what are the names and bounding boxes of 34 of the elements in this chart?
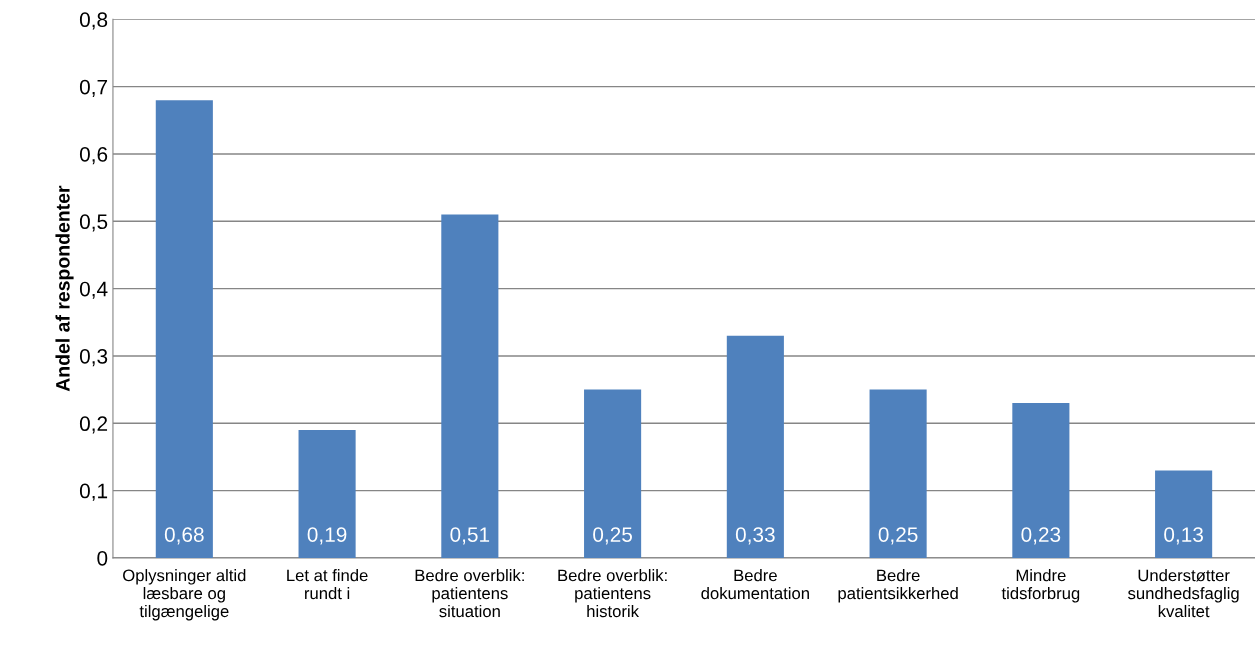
x-tick-label: Bedre overblik: patientens situation bbox=[415, 569, 524, 618]
data-label: 0,25 bbox=[593, 527, 632, 545]
bar bbox=[441, 214, 499, 558]
y-tick-label: 0,7 bbox=[79, 79, 108, 97]
data-label: 0,19 bbox=[307, 527, 347, 545]
data-label: 0,33 bbox=[735, 527, 775, 545]
data-label: 0,25 bbox=[878, 527, 918, 545]
bar bbox=[584, 389, 642, 558]
x-tick-label: Oplysninger altid læsbare og tilgængelige bbox=[123, 569, 246, 621]
x-tick-label: Bedre dokumentation bbox=[701, 569, 809, 600]
x-tick-label: Understøtter sundhedsfaglig kvalitet bbox=[1128, 569, 1239, 618]
x-tick-label: Bedre overblik: patientens historik bbox=[558, 569, 667, 618]
bar bbox=[298, 430, 356, 558]
x-tick-label: Bedre patientsikkerhed bbox=[838, 569, 958, 603]
y-tick-label: 0 bbox=[97, 550, 108, 566]
x-tick-label: Let at finde rundt i bbox=[287, 569, 368, 600]
bar bbox=[1012, 403, 1070, 558]
y-tick-label: 0,1 bbox=[79, 483, 108, 501]
bar bbox=[1155, 470, 1213, 558]
y-axis-title: Andel af respondenter bbox=[55, 185, 74, 392]
data-label: 0,68 bbox=[164, 527, 204, 545]
bar bbox=[155, 100, 213, 558]
bar bbox=[726, 335, 784, 558]
data-label: 0,23 bbox=[1021, 527, 1061, 545]
y-tick-label: 0,5 bbox=[79, 214, 108, 232]
y-tick-label: 0,6 bbox=[79, 147, 108, 165]
y-tick-label: 0,3 bbox=[79, 348, 108, 367]
y-tick-label: 0,2 bbox=[79, 416, 108, 434]
bar bbox=[869, 389, 927, 558]
y-tick-label: 0,4 bbox=[79, 281, 108, 299]
y-tick-label: 0,8 bbox=[79, 12, 108, 30]
data-label: 0,51 bbox=[450, 527, 490, 545]
x-tick-label: Mindre tidsforbrug bbox=[1001, 569, 1080, 603]
data-label: 0,13 bbox=[1164, 527, 1203, 545]
